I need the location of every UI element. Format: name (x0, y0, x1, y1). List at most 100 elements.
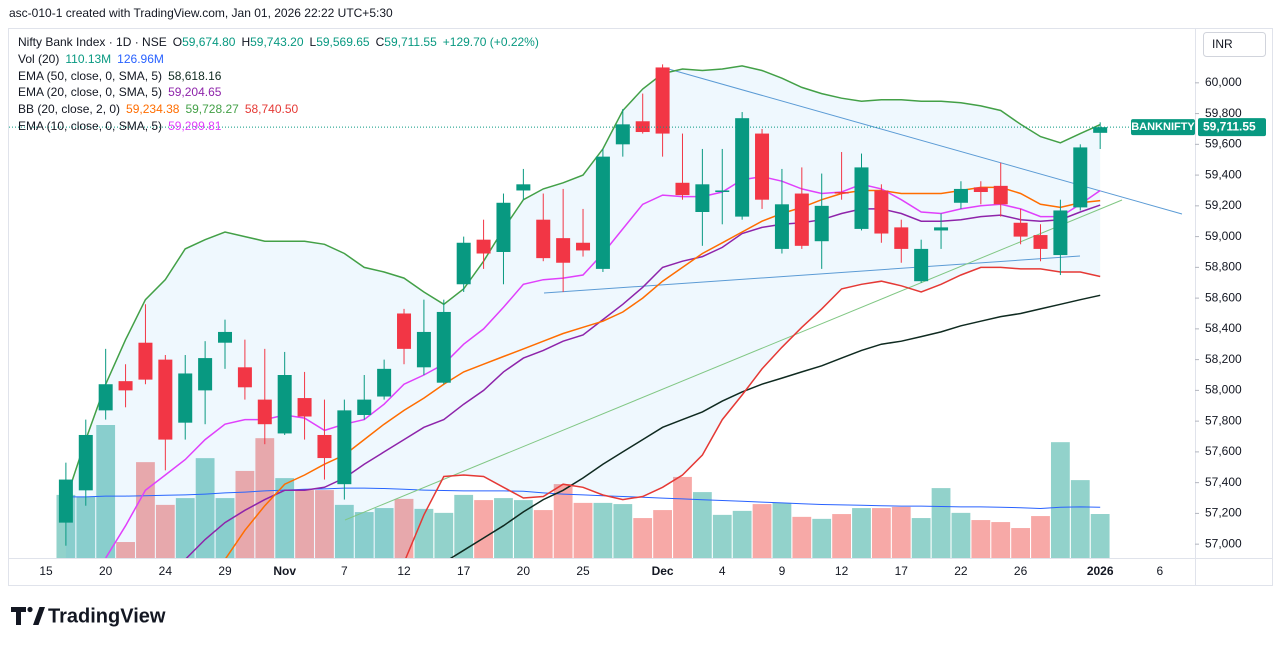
candle-body (1073, 147, 1088, 208)
candle-body (834, 192, 849, 194)
last-price-box (1198, 118, 1266, 137)
volume-bar (752, 504, 772, 558)
volume-bar (494, 498, 513, 558)
candle-body (317, 434, 332, 459)
plot-area (56, 64, 1183, 558)
volume-bar (1011, 528, 1031, 558)
volume-bar (573, 502, 593, 558)
ohlc-value: 59,711.55 (384, 35, 437, 49)
candle-body (874, 190, 889, 234)
trend-line (543, 255, 1081, 294)
volume-bar (513, 500, 533, 558)
volume-bar (812, 518, 832, 558)
ohlc-key: H (241, 35, 251, 49)
indicator-name: EMA (10, close, 0, SMA, 5) (18, 118, 163, 133)
volume-bar (1050, 442, 1070, 558)
candle-body (377, 368, 392, 397)
y-tick-label: 58,200 (1205, 352, 1242, 366)
candle-body (814, 205, 829, 242)
candle-body (556, 238, 571, 263)
candle-body (297, 398, 312, 417)
y-tick-label: 57,000 (1205, 536, 1242, 550)
volume-bar (891, 506, 911, 558)
x-tick-label: 17 (895, 564, 909, 578)
volume-bar (852, 508, 871, 558)
caption: asc-010-1 created with TradingView.com, … (9, 6, 393, 20)
volume-bar (414, 508, 434, 558)
y-tick-label: 59,600 (1205, 137, 1242, 151)
y-tick-label: 59,800 (1205, 106, 1242, 120)
candle-body (894, 227, 909, 249)
candle-body (536, 219, 551, 259)
candle-body (635, 121, 650, 133)
volume-bar (951, 512, 971, 558)
indicator-line (65, 65, 1101, 500)
volume-ma-line (65, 487, 1101, 510)
legend-row: Vol (20) 110.13M 126.96M (18, 51, 539, 68)
candle-body (158, 359, 173, 440)
candle-body (1013, 222, 1028, 237)
volume-name: Vol (20) (18, 51, 60, 66)
volume-bar (792, 516, 812, 558)
volume-bar (712, 514, 732, 558)
volume-bar (533, 510, 553, 558)
ohlc-value: 59,674.80 (182, 35, 236, 49)
currency-button[interactable] (1203, 32, 1266, 57)
volume-bar (175, 498, 195, 558)
volume-bar (673, 476, 692, 558)
candle-body (178, 373, 193, 423)
volume-bar (871, 508, 891, 558)
volume-bar (315, 490, 334, 558)
legend-row: EMA (20, close, 0, SMA, 5) 59,204.65 (18, 84, 539, 101)
x-tick-label: 26 (1014, 564, 1028, 578)
candle-body (1053, 210, 1068, 256)
y-tick-label: 57,600 (1205, 444, 1242, 458)
candle-body (58, 479, 73, 523)
x-tick-label: 6 (1156, 564, 1163, 578)
volume-bar (1031, 516, 1050, 558)
last-price-label: 59,711.55 (1203, 119, 1256, 133)
candle-body (934, 227, 949, 231)
x-tick-label: 2026 (1087, 564, 1114, 578)
candle-body (198, 358, 213, 391)
x-tick-label: 15 (39, 564, 53, 578)
indicator-name: EMA (20, close, 0, SMA, 5) (18, 85, 163, 100)
volume-bar (155, 504, 175, 558)
candle-body (735, 118, 750, 217)
symbol-tag: BANKNIFTY (1131, 121, 1195, 133)
trend-line (344, 199, 1123, 521)
candle-body (595, 156, 610, 269)
currency-label: INR (1212, 37, 1233, 51)
volume-bar (474, 500, 493, 558)
volume-bar (633, 518, 653, 558)
footer-logo-text: TradingView (48, 605, 166, 627)
candle-body (257, 399, 272, 425)
candle-body (973, 187, 988, 193)
volume-bar (434, 512, 454, 558)
volume-bar (613, 504, 633, 558)
candle-body (715, 190, 730, 193)
candle-body (854, 167, 869, 229)
x-tick-label: 12 (835, 564, 849, 578)
candle-body (78, 434, 93, 491)
indicator-name: EMA (50, close, 0, SMA, 5) (18, 68, 163, 83)
ohlc-key: L (309, 35, 317, 49)
legend-row: EMA (10, close, 0, SMA, 5) 59,299.81 (18, 118, 539, 135)
volume-bar (1070, 480, 1090, 558)
chart-frame (8, 28, 1273, 586)
candle-body (218, 331, 233, 343)
x-tick-label: 4 (719, 564, 726, 578)
volume-bar (772, 502, 792, 558)
indicator-line (405, 266, 1101, 558)
x-tick-label: 7 (341, 564, 348, 578)
legend: Nifty Bank Index · 1D · NSE O59,674.80 H59… (18, 34, 539, 135)
y-tick-label: 59,200 (1205, 198, 1242, 212)
candle-body (277, 375, 292, 434)
volume-bar (991, 522, 1011, 558)
y-tick-label: 58,000 (1205, 383, 1242, 397)
candle-body (914, 248, 929, 282)
volume-bar (394, 498, 414, 558)
candle-body (436, 311, 451, 383)
candle-body (476, 239, 491, 254)
